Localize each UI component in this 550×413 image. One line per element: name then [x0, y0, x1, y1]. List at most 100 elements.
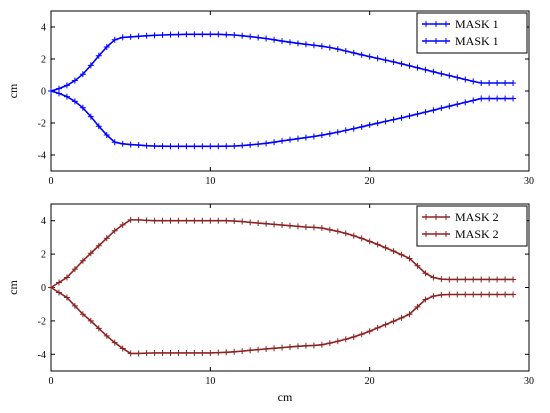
series-1	[48, 31, 517, 94]
data-point	[358, 51, 365, 58]
data-point	[231, 218, 238, 225]
data-point	[470, 276, 477, 283]
data-point	[48, 284, 54, 291]
data-point	[127, 33, 134, 40]
data-point	[390, 318, 397, 325]
data-point	[350, 333, 357, 340]
data-point	[167, 349, 174, 356]
data-point	[287, 222, 293, 229]
legend: MASK 2 MASK 2	[416, 205, 528, 247]
data-point	[454, 276, 461, 283]
y-tick-label: 2	[41, 250, 46, 261]
data-point	[279, 38, 286, 45]
data-point	[223, 349, 230, 356]
data-point	[374, 120, 381, 127]
data-point	[247, 347, 254, 354]
data-point	[135, 33, 142, 40]
data-point	[63, 82, 70, 89]
data-point	[135, 350, 142, 357]
data-point	[462, 99, 469, 106]
legend-marker	[443, 21, 449, 27]
data-point	[462, 76, 469, 83]
data-point	[255, 141, 262, 148]
data-point	[87, 317, 94, 324]
data-point	[279, 137, 286, 144]
data-point	[79, 257, 86, 264]
data-point	[119, 221, 126, 228]
legend-marker	[433, 21, 439, 27]
legend-marker	[423, 38, 429, 44]
data-point	[406, 62, 413, 69]
data-point	[318, 225, 325, 232]
chart-panel-2: 0 10 20 30 -4 -2 0 2 4 cm MASK 2 MASK 2	[6, 203, 534, 387]
data-point	[382, 57, 389, 64]
data-point	[374, 324, 381, 331]
data-point	[87, 113, 94, 120]
data-point	[366, 53, 373, 60]
data-point	[111, 339, 118, 346]
data-point	[287, 39, 293, 46]
x-tick-label: 10	[205, 176, 215, 187]
data-point	[287, 136, 293, 143]
data-point	[294, 40, 301, 47]
data-point	[406, 112, 413, 119]
data-point	[478, 291, 485, 298]
data-point	[390, 58, 397, 65]
data-point	[334, 228, 341, 235]
data-point	[438, 291, 445, 298]
data-point	[55, 289, 62, 296]
data-point	[95, 123, 102, 130]
data-point	[302, 41, 309, 48]
data-point	[334, 129, 341, 136]
y-tick-label: 4	[41, 216, 46, 227]
data-point	[159, 32, 166, 38]
data-point	[215, 349, 222, 356]
data-point	[398, 114, 405, 121]
data-point	[127, 141, 134, 148]
data-point	[414, 262, 421, 269]
data-point	[342, 336, 349, 343]
data-point	[510, 95, 517, 102]
data-point	[470, 78, 477, 85]
data-point	[71, 77, 78, 84]
data-point	[310, 133, 317, 140]
data-point	[63, 93, 70, 100]
x-tick-label: 20	[365, 376, 375, 387]
data-point	[191, 143, 198, 150]
data-point	[103, 132, 110, 138]
data-point	[318, 43, 325, 50]
legend-label: MASK 1	[455, 17, 499, 31]
data-point	[223, 31, 230, 38]
data-point	[430, 293, 437, 300]
data-point	[414, 111, 421, 118]
data-point	[446, 103, 453, 110]
data-point	[502, 95, 509, 102]
data-point	[183, 143, 190, 150]
data-point	[302, 134, 309, 141]
data-point	[494, 291, 501, 298]
legend: MASK 1 MASK 1	[416, 12, 528, 54]
data-point	[79, 104, 86, 111]
legend-label: MASK 2	[455, 227, 499, 241]
data-point	[502, 276, 509, 283]
data-point	[342, 127, 349, 134]
legend-marker	[433, 231, 439, 237]
x-tick-label: 0	[49, 176, 54, 187]
data-point	[55, 90, 62, 97]
data-point	[279, 222, 286, 229]
y-tick-label: -4	[38, 151, 46, 162]
legend-entry: MASK 2	[422, 210, 499, 224]
data-point	[119, 345, 126, 352]
data-point	[422, 296, 429, 303]
data-point	[454, 291, 461, 298]
data-point	[454, 101, 461, 108]
data-point	[143, 350, 150, 357]
data-point	[223, 217, 230, 224]
legend-label: MASK 1	[455, 34, 499, 48]
data-point	[414, 303, 421, 310]
data-point	[406, 311, 413, 318]
data-point	[215, 31, 222, 38]
data-point	[358, 123, 365, 130]
data-point	[199, 31, 206, 38]
